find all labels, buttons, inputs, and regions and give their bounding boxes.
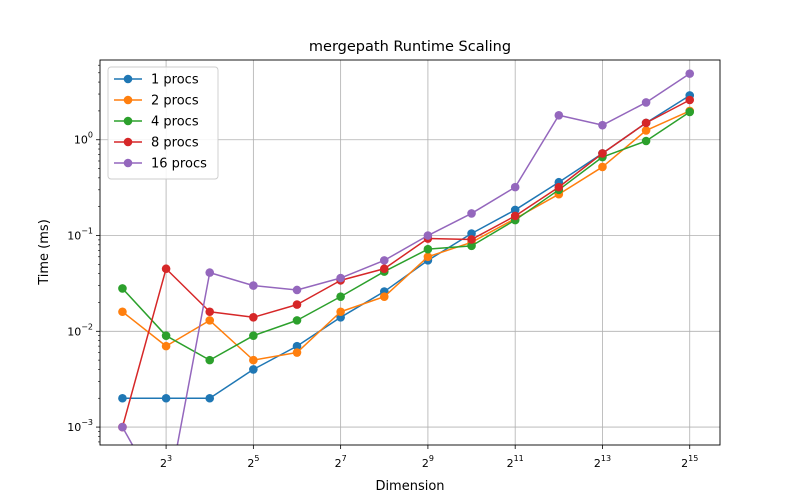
legend-item: 8 procs: [114, 136, 199, 151]
data-point: [641, 126, 651, 135]
legend-label: 2 procs: [151, 94, 199, 109]
data-point: [205, 393, 215, 403]
data-point: [292, 341, 302, 351]
data-point: [249, 331, 258, 340]
data-point: [161, 341, 171, 351]
data-point: [161, 331, 171, 340]
data-point: [685, 69, 695, 78]
x-tick-label: 25: [247, 454, 259, 470]
data-point: [685, 95, 695, 105]
series-line: [121, 99, 691, 428]
data-point: [336, 307, 345, 317]
data-point: [161, 264, 171, 274]
data-point: [510, 205, 520, 215]
legend-item: 2 procs: [114, 94, 199, 109]
series-4: [118, 95, 695, 432]
data-point: [249, 355, 258, 365]
series-2: [118, 106, 695, 365]
series-line: [121, 111, 691, 361]
y-axis-label: Time (ms): [37, 219, 52, 286]
x-tick-label: 211: [507, 454, 524, 470]
data-point: [249, 313, 258, 322]
data-point: [336, 292, 345, 301]
axis-ticks: 23 25 27 29 211 213 215 10−3 10−2 10−1 100: [67, 64, 698, 470]
data-point: [118, 284, 127, 293]
data-point: [467, 209, 476, 218]
data-point: [554, 110, 564, 120]
data-point: [205, 268, 215, 277]
y-tick-label: 10−1: [67, 227, 93, 243]
data-point: [554, 182, 564, 192]
data-point: [205, 316, 215, 325]
series-5: [118, 69, 695, 445]
data-point: [641, 98, 651, 107]
data-point: [641, 118, 651, 128]
data-point: [161, 393, 171, 403]
data-point: [205, 355, 215, 365]
series-line: [121, 73, 691, 445]
legend-item: 1 procs: [114, 73, 199, 88]
data-point: [598, 149, 607, 158]
data-point: [467, 235, 476, 244]
legend-label: 8 procs: [151, 136, 199, 151]
y-tick-label: 10−3: [67, 418, 93, 434]
x-tick-label: 215: [681, 454, 698, 470]
data-point: [249, 281, 258, 290]
data-point: [292, 285, 302, 295]
legend-marker: [123, 95, 133, 105]
legend-marker: [123, 74, 133, 84]
x-tick-label: 29: [422, 454, 434, 470]
data-point: [379, 256, 389, 265]
legend: 1 procs 2 procs 4 procs 8 procs 16 procs: [107, 66, 219, 180]
data-point: [685, 107, 695, 117]
data-point: [598, 162, 607, 172]
data-point: [118, 422, 127, 432]
series-layer: [118, 69, 695, 445]
data-point: [379, 264, 389, 274]
legend-label: 1 procs: [151, 73, 199, 88]
data-point: [249, 365, 258, 374]
data-point: [292, 300, 302, 309]
legend-item: 4 procs: [114, 115, 199, 130]
data-point: [598, 120, 607, 130]
grid-lines: [100, 60, 720, 445]
legend-marker: [123, 116, 133, 126]
y-tick-label: 100: [74, 131, 93, 147]
data-point: [467, 241, 476, 251]
data-point: [510, 182, 520, 192]
data-point: [423, 231, 433, 240]
data-point: [423, 252, 433, 262]
legend-box: [107, 66, 219, 180]
legend-marker: [123, 158, 133, 168]
data-point: [423, 244, 433, 254]
legend-item: 16 procs: [114, 157, 207, 172]
data-point: [336, 273, 345, 283]
legend-marker: [123, 137, 133, 147]
legend-label: 4 procs: [151, 115, 199, 130]
data-point: [641, 136, 651, 146]
legend-label: 16 procs: [151, 157, 207, 172]
plot-frame: [99, 59, 721, 446]
x-tick-label: 213: [594, 454, 611, 470]
y-tick-label: 10−2: [67, 322, 93, 338]
data-point: [379, 292, 389, 301]
data-point: [467, 229, 476, 238]
series-line: [121, 110, 691, 361]
x-tick-label: 23: [160, 454, 172, 470]
data-point: [118, 307, 127, 317]
chart-title: mergepath Runtime Scaling: [309, 39, 511, 55]
data-point: [118, 393, 127, 403]
data-point: [292, 348, 302, 357]
x-tick-label: 27: [335, 454, 347, 470]
data-point: [205, 307, 215, 317]
data-point: [510, 211, 520, 221]
x-axis-label: Dimension: [375, 479, 444, 494]
data-point: [292, 316, 302, 325]
